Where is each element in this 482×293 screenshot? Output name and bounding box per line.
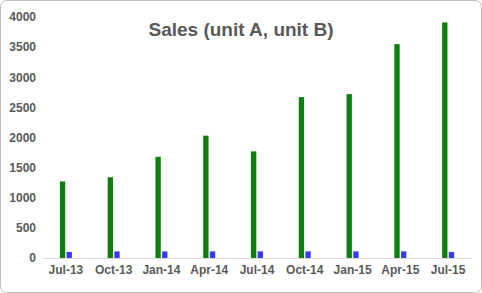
- chart: 0 500 1000 1500 2000 2500 3000 3500 4000 Jul-13 Oc…: [0, 0, 482, 293]
- y-tick: 2500: [9, 101, 42, 115]
- y-tick: 0: [29, 251, 42, 265]
- bar: [210, 251, 215, 258]
- y-tick: 2000: [9, 131, 42, 145]
- y-tick: 1500: [9, 161, 42, 175]
- x-tick: Apr-14: [190, 258, 228, 277]
- y-tick-label: 1000: [9, 191, 36, 205]
- series: [60, 22, 448, 258]
- y-tick-label: 500: [16, 221, 36, 235]
- bar: [442, 22, 447, 258]
- y-tick: 3500: [9, 40, 42, 54]
- bar: [162, 251, 167, 258]
- x-axis-line: [43, 258, 473, 259]
- x-tick-label: Jul-15: [431, 263, 466, 277]
- bar: [401, 251, 406, 258]
- y-tick: 3000: [9, 71, 42, 85]
- x-tick: Apr-15: [381, 258, 419, 277]
- bars: [60, 22, 454, 258]
- y-tick-label: 3000: [9, 71, 36, 85]
- y-axis: 0 500 1000 1500 2000 2500 3000 3500 4000: [9, 10, 42, 265]
- x-tick: Jan-15: [334, 258, 372, 277]
- y-tick-label: 1500: [9, 161, 36, 175]
- bar: [347, 94, 352, 258]
- y-tick: 1000: [9, 191, 42, 205]
- x-tick-label: Oct-14: [286, 263, 324, 277]
- chart-frame: [1, 1, 482, 293]
- x-tick-label: Apr-14: [190, 263, 228, 277]
- bar: [203, 136, 208, 258]
- bar: [394, 44, 399, 258]
- x-tick: Oct-13: [95, 258, 133, 277]
- y-axis-line: [42, 18, 43, 259]
- bar: [299, 97, 304, 258]
- y-tick-label: 2500: [9, 101, 36, 115]
- y-tick-label: 3500: [9, 40, 36, 54]
- x-tick: Oct-14: [286, 258, 324, 277]
- title: Sales (unit A, unit B): [148, 19, 333, 40]
- y-tick-label: 2000: [9, 131, 36, 145]
- x-axis: Jul-13 Oct-13 Jan-14 Apr-14 Jul-14 Oct-14 Jan-…: [43, 258, 473, 277]
- x-tick-label: Jan-14: [142, 263, 180, 277]
- bar: [305, 251, 310, 258]
- x-tick-label: Jul-13: [49, 263, 84, 277]
- x-tick: Jul-15: [431, 258, 466, 277]
- bar: [60, 181, 65, 258]
- x-tick: Jul-13: [49, 258, 84, 277]
- bar: [251, 151, 256, 258]
- series: [67, 251, 455, 258]
- y-tick-label: 4000: [9, 10, 36, 24]
- x-tick-label: Jul-14: [240, 263, 275, 277]
- y-tick: 4000: [9, 10, 42, 24]
- x-tick-label: Jan-15: [334, 263, 372, 277]
- bar: [258, 251, 263, 258]
- x-tick-label: Oct-13: [95, 263, 133, 277]
- bar: [114, 251, 119, 258]
- bar: [108, 177, 113, 258]
- bar: [353, 251, 358, 258]
- bar: [67, 252, 72, 258]
- x-tick: Jan-14: [142, 258, 180, 277]
- bar: [155, 157, 160, 258]
- y-tick: 500: [16, 221, 42, 235]
- x-tick: Jul-14: [240, 258, 275, 277]
- plot-area: 0 500 1000 1500 2000 2500 3000 3500 4000 Jul-13 Oc…: [9, 10, 472, 276]
- y-tick-label: 0: [29, 251, 36, 265]
- x-tick-label: Apr-15: [381, 263, 419, 277]
- bar: [449, 252, 454, 258]
